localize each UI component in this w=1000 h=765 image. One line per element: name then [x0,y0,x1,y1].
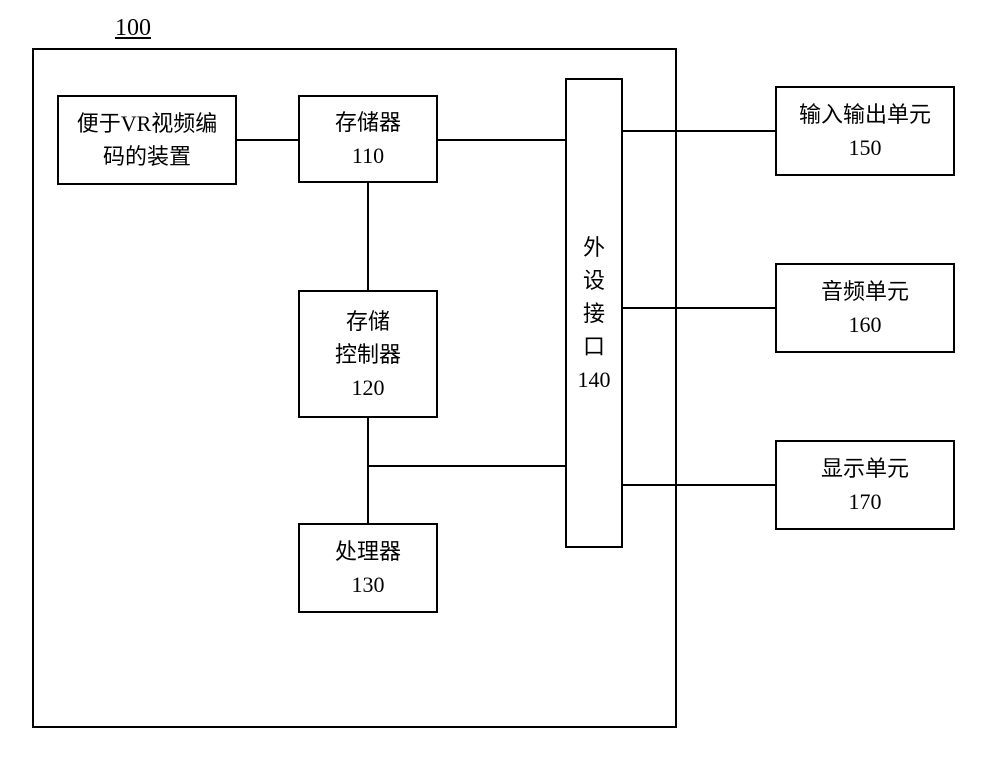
memory-label: 存储器 [335,106,401,139]
audio-unit-label: 音频单元 [821,275,909,308]
display-unit-label: 显示单元 [821,452,909,485]
memory-ctrl-text-2: 控制器 [335,338,401,371]
display-unit-box: 显示单元 170 [775,440,955,530]
edge-vr-memory [237,139,298,141]
io-unit-box: 输入输出单元 150 [775,86,955,176]
audio-unit-box: 音频单元 160 [775,263,955,353]
vr-device-text-2: 码的装置 [103,140,191,173]
processor-label: 处理器 [335,535,401,568]
audio-unit-number: 160 [849,308,882,341]
system-label: 100 [115,15,151,42]
vr-device-text-1: 便于VR视频编 [77,107,218,140]
edge-peripheral-io [623,130,775,132]
peripheral-box: 外 设 接 口 140 [565,78,623,548]
edge-memctrl-down [367,418,369,467]
io-unit-number: 150 [849,131,882,164]
memory-ctrl-box: 存储 控制器 120 [298,290,438,418]
io-unit-label: 输入输出单元 [799,98,931,131]
display-unit-number: 170 [849,485,882,518]
vr-device-box: 便于VR视频编 码的装置 [57,95,237,185]
edge-peripheral-audio [623,307,775,309]
peripheral-char-3: 接 [583,297,605,330]
edge-memory-peripheral [438,139,565,141]
memory-ctrl-number: 120 [352,371,385,404]
memory-ctrl-text-1: 存储 [346,305,390,338]
edge-peripheral-display [623,484,775,486]
edge-junction-to-peripheral [367,465,565,467]
peripheral-number: 140 [578,363,611,396]
processor-number: 130 [352,568,385,601]
memory-number: 110 [352,139,384,172]
peripheral-char-2: 设 [583,264,605,297]
peripheral-char-1: 外 [583,231,605,264]
peripheral-char-4: 口 [583,330,605,363]
edge-processor-up [367,465,369,523]
edge-memory-memctrl [367,183,369,290]
memory-box: 存储器 110 [298,95,438,183]
processor-box: 处理器 130 [298,523,438,613]
